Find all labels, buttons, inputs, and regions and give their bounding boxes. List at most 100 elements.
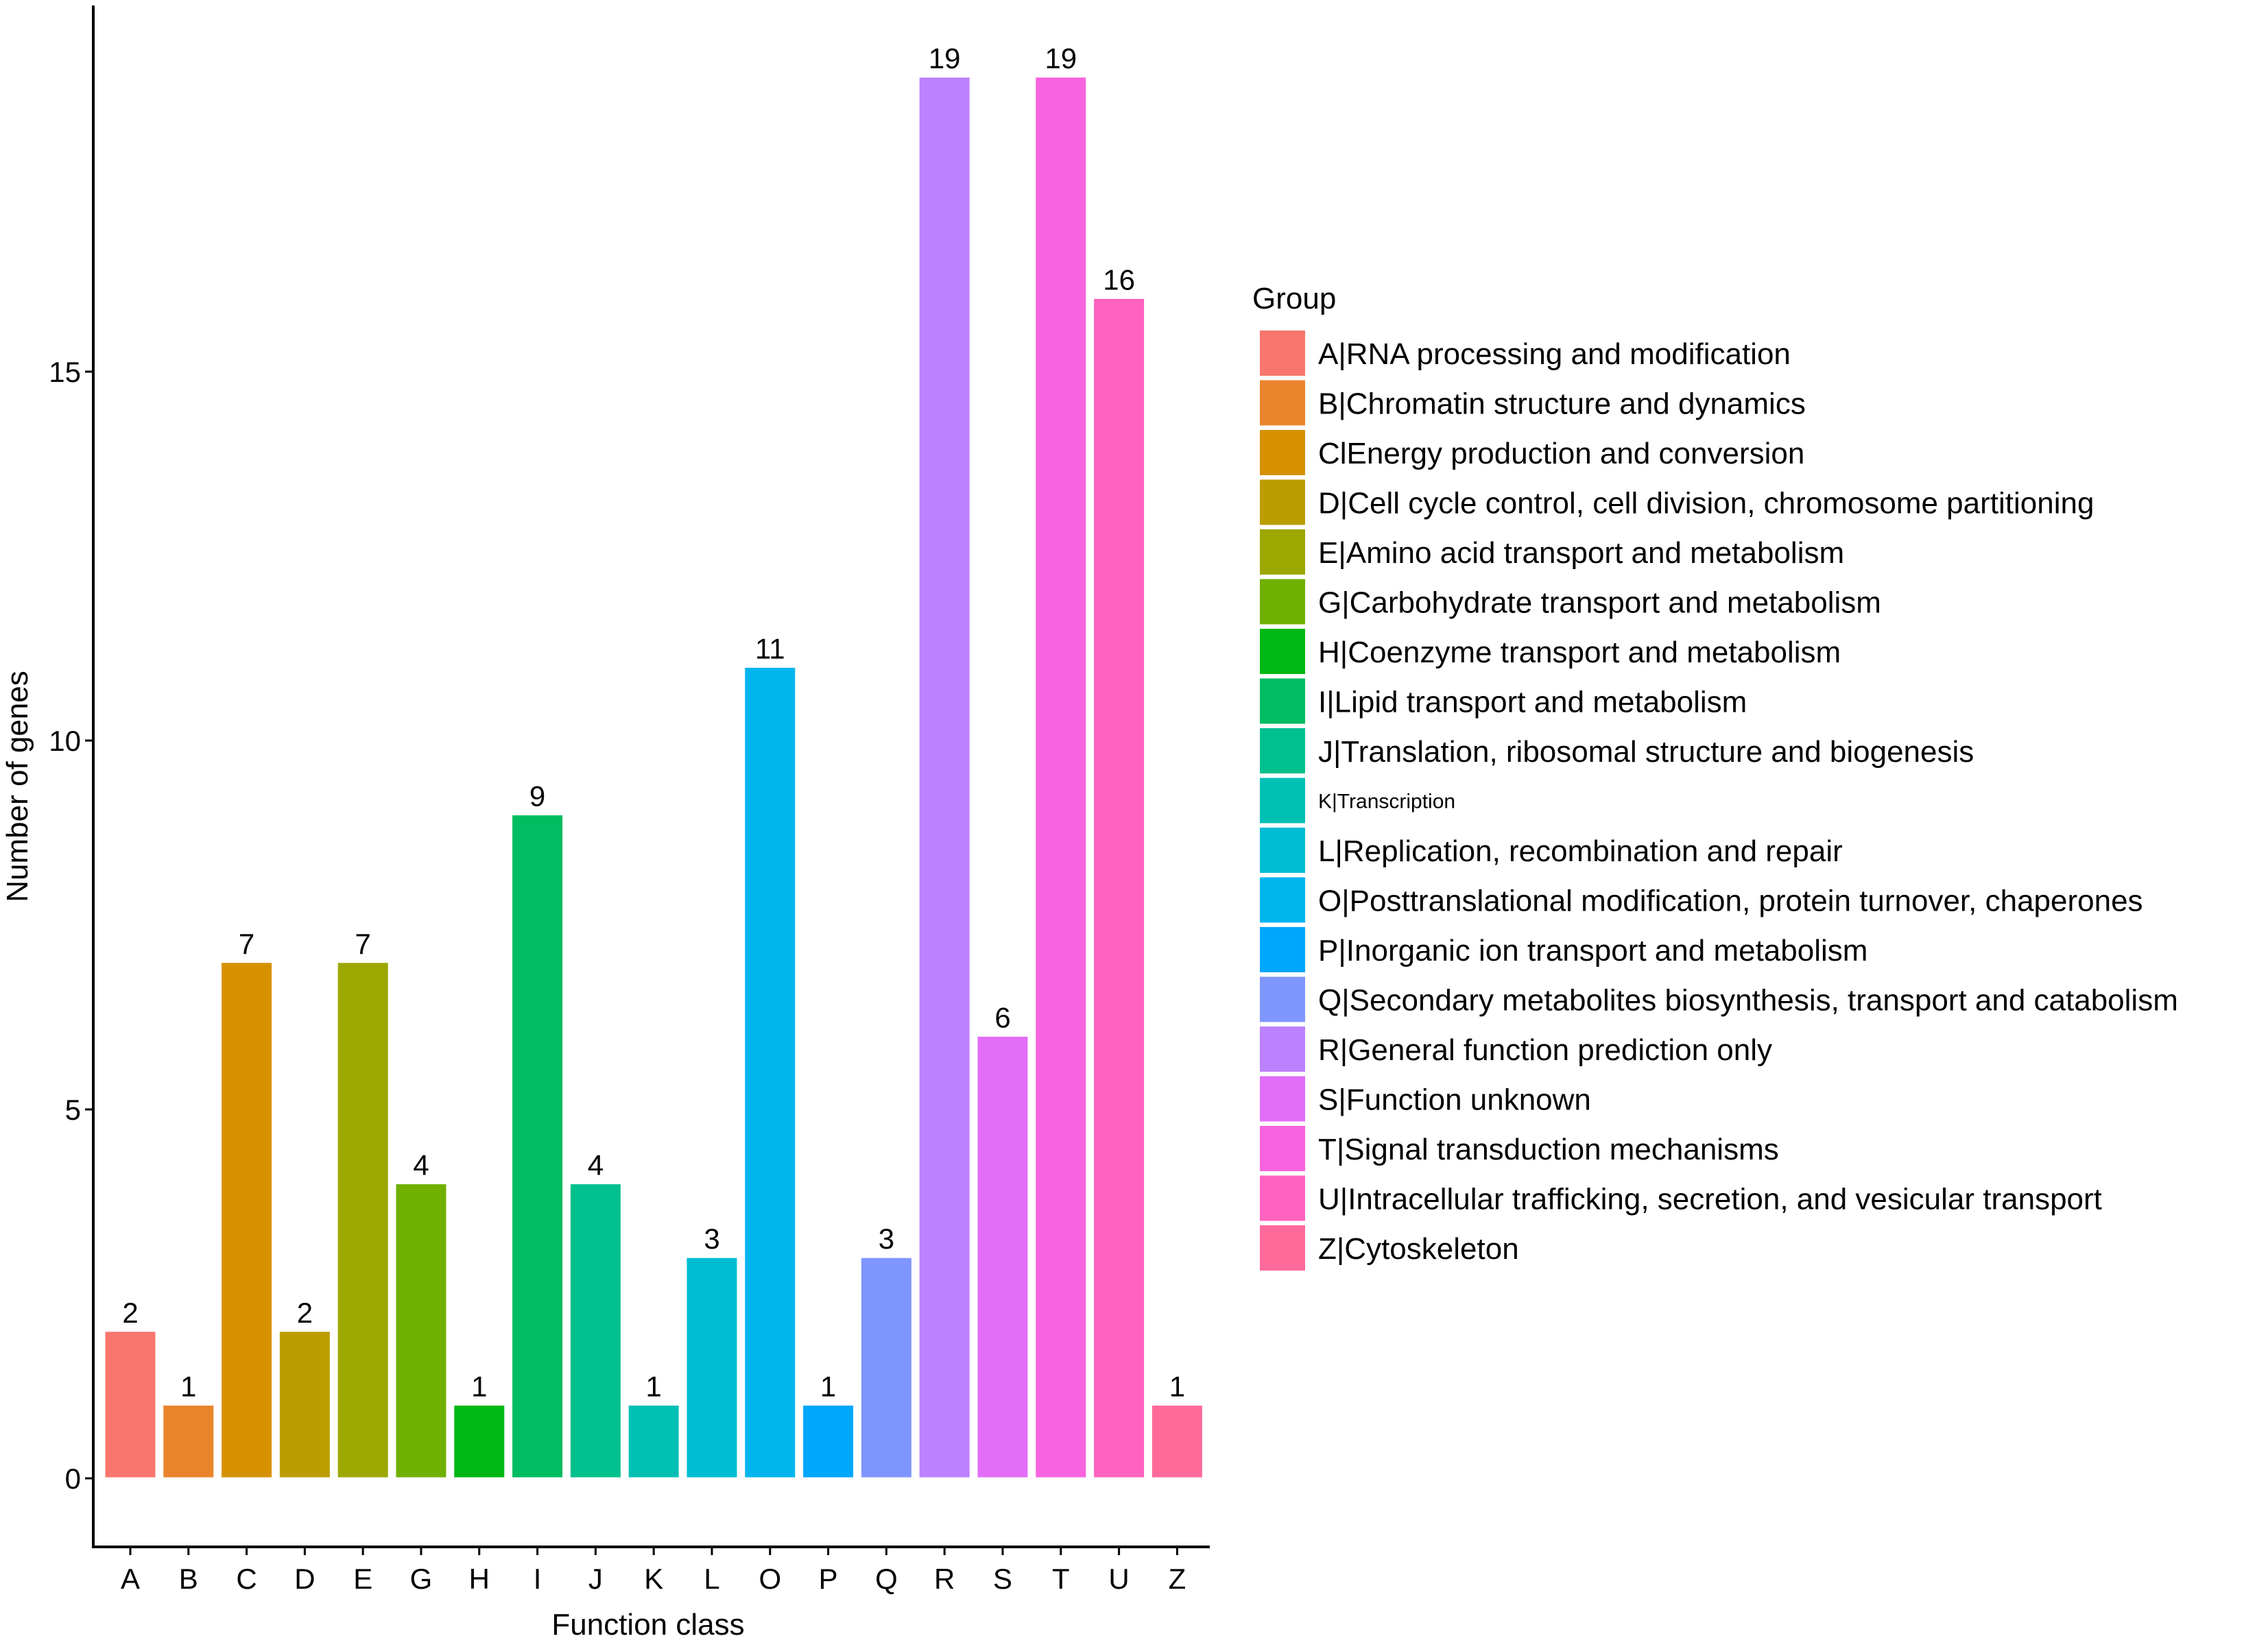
x-tick-label-Z: Z — [1169, 1563, 1186, 1595]
data-label-G: 4 — [413, 1149, 429, 1181]
legend-label-U: U|Intracellular trafficking, secretion, … — [1318, 1182, 2102, 1216]
bar-D — [277, 1330, 332, 1480]
y-ticks-layer: 0 5 10 15 — [49, 356, 93, 1495]
bar-J — [568, 1182, 623, 1480]
legend-label-Z: Z|Cytoskeleton — [1318, 1232, 1519, 1266]
x-tick-label-J: J — [588, 1563, 603, 1595]
legend-label-P: P|Inorganic ion transport and metabolism — [1318, 934, 1867, 967]
bar-A — [103, 1330, 158, 1480]
bar-R — [917, 75, 972, 1480]
bar-E — [335, 961, 390, 1480]
data-label-A: 2 — [122, 1297, 138, 1329]
legend-key-E — [1258, 528, 1306, 576]
data-label-P: 1 — [820, 1370, 836, 1402]
x-tick-label-U: U — [1108, 1563, 1129, 1595]
x-tick-label-G: G — [410, 1563, 433, 1595]
x-tick-label-B: B — [179, 1563, 198, 1595]
x-tick-label-I: I — [534, 1563, 542, 1595]
legend-label-R: R|General function prediction only — [1318, 1033, 1772, 1067]
bar-Z — [1149, 1403, 1204, 1480]
data-label-E: 7 — [355, 928, 371, 960]
data-label-I: 9 — [529, 780, 545, 813]
x-tick-label-D: D — [294, 1563, 315, 1595]
y-tick-label-0: 0 — [65, 1463, 81, 1495]
x-tick-label-K: K — [644, 1563, 663, 1595]
x-tick-label-S: S — [993, 1563, 1012, 1595]
x-tick-label-P: P — [819, 1563, 838, 1595]
legend-label-B: B|Chromatin structure and dynamics — [1318, 387, 1806, 420]
x-tick-label-A: A — [121, 1563, 140, 1595]
data-label-Q: 3 — [879, 1223, 894, 1255]
x-tick-label-R: R — [934, 1563, 955, 1595]
x-tick-label-T: T — [1052, 1563, 1070, 1595]
legend-key-B — [1258, 378, 1306, 427]
legend-title: Group — [1252, 282, 1336, 315]
legend-key-A — [1258, 329, 1306, 377]
legend-key-K — [1258, 776, 1306, 825]
legend-label-S: S|Function unknown — [1318, 1083, 1591, 1116]
data-label-K: 1 — [646, 1370, 662, 1402]
legend-key-I — [1258, 677, 1306, 725]
y-tick-label-10: 10 — [49, 725, 81, 757]
legend-key-H — [1258, 627, 1306, 675]
legend-label-E: E|Amino acid transport and metabolism — [1318, 536, 1844, 570]
legend-key-S — [1258, 1074, 1306, 1123]
axes-layer — [92, 5, 1210, 1548]
x-tick-label-O: O — [759, 1563, 781, 1595]
x-tick-label-Q: Q — [875, 1563, 898, 1595]
legend-label-D: D|Cell cycle control, cell division, chr… — [1318, 486, 2094, 520]
data-label-T: 19 — [1045, 43, 1077, 75]
legend-key-C — [1258, 429, 1306, 477]
legend-label-G: G|Carbohydrate transport and metabolism — [1318, 586, 1881, 619]
legend-key-R — [1258, 1025, 1306, 1073]
bar-S — [975, 1034, 1030, 1480]
legend: Group A|RNA processing and modification B… — [1252, 282, 2178, 1272]
bar-B — [161, 1403, 216, 1480]
data-label-J: 4 — [588, 1149, 604, 1181]
x-tick-label-E: E — [353, 1563, 372, 1595]
bar-P — [801, 1403, 856, 1480]
data-label-D: 2 — [297, 1297, 313, 1329]
x-tick-label-H: H — [469, 1563, 490, 1595]
x-tick-label-L: L — [704, 1563, 719, 1595]
legend-label-K: K|Transcription — [1318, 790, 1455, 813]
x-axis-title: Function class — [551, 1608, 744, 1642]
legend-key-P — [1258, 926, 1306, 974]
bar-G — [394, 1182, 449, 1480]
bar-K — [626, 1403, 681, 1480]
bar-Q — [859, 1255, 914, 1480]
data-label-H: 1 — [471, 1370, 487, 1402]
bar-H — [452, 1403, 507, 1480]
legend-key-T — [1258, 1125, 1306, 1173]
y-tick-label-15: 15 — [49, 356, 81, 388]
legend-key-Z — [1258, 1224, 1306, 1272]
legend-label-L: L|Replication, recombination and repair — [1318, 834, 1843, 868]
legend-label-T: T|Signal transduction mechanisms — [1318, 1133, 1779, 1166]
data-label-R: 19 — [929, 43, 961, 75]
legend-label-A: A|RNA processing and modification — [1318, 337, 1791, 371]
bar-T — [1034, 75, 1088, 1480]
legend-label-J: J|Translation, ribosomal structure and b… — [1318, 735, 1974, 769]
legend-label-H: H|Coenzyme transport and metabolism — [1318, 636, 1841, 669]
y-tick-label-5: 5 — [65, 1094, 81, 1126]
legend-label-C: ClEnergy production and conversion — [1318, 437, 1804, 470]
legend-key-Q — [1258, 975, 1306, 1024]
y-axis-title: Number of genes — [1, 671, 34, 902]
data-label-O: 11 — [755, 632, 785, 664]
bar-I — [510, 813, 565, 1480]
data-label-L: 3 — [704, 1223, 719, 1255]
data-label-C: 7 — [239, 928, 254, 960]
legend-key-O — [1258, 876, 1306, 924]
data-label-S: 6 — [994, 1001, 1010, 1033]
legend-label-I: I|Lipid transport and metabolism — [1318, 685, 1747, 719]
bars-layer — [103, 75, 1204, 1480]
legend-key-G — [1258, 577, 1306, 626]
data-label-Z: 1 — [1169, 1370, 1185, 1402]
legend-key-D — [1258, 478, 1306, 527]
x-tick-label-C: C — [236, 1563, 256, 1595]
bar-L — [684, 1255, 739, 1480]
bar-U — [1092, 296, 1147, 1480]
